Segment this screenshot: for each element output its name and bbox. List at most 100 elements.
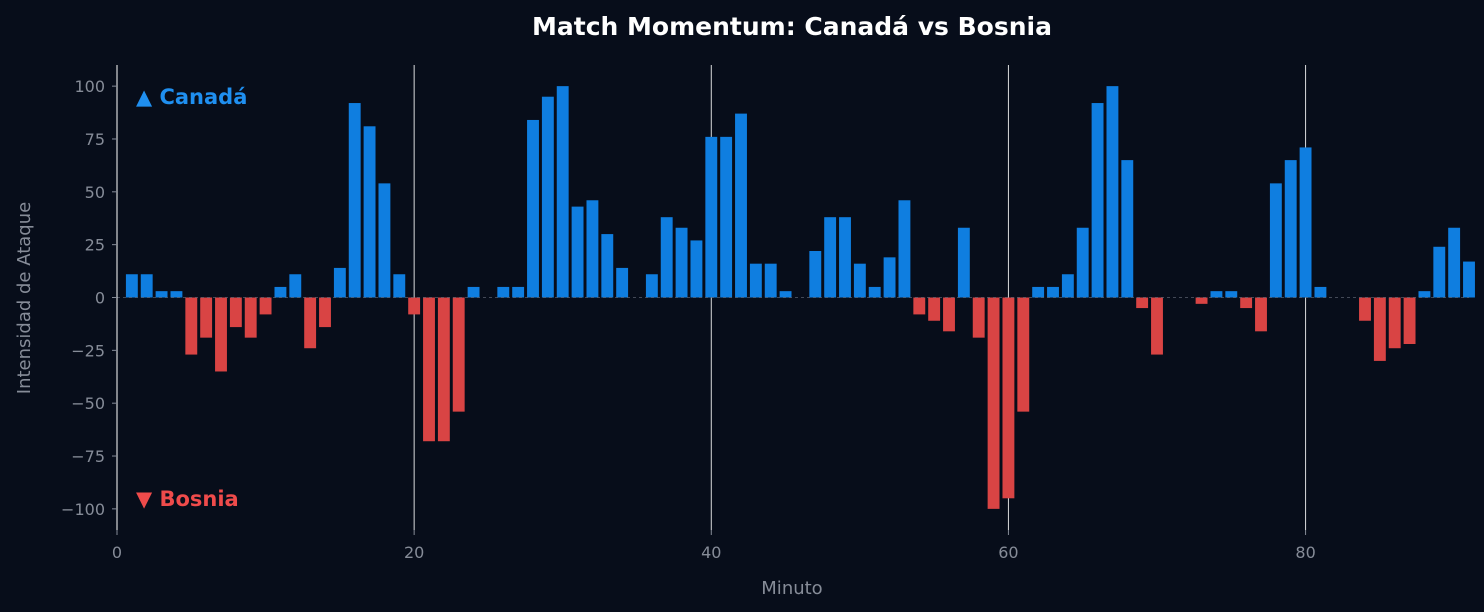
bar-minute-37 bbox=[660, 217, 673, 298]
bar-minute-63 bbox=[1047, 286, 1059, 298]
y-tick-label: −75 bbox=[71, 447, 105, 466]
bar-minute-13 bbox=[304, 297, 317, 349]
bar-minute-27 bbox=[512, 286, 525, 298]
bar-minute-88 bbox=[1418, 291, 1431, 298]
bar-minute-47 bbox=[809, 251, 822, 298]
bar-minute-43 bbox=[749, 263, 762, 298]
x-tick-label: 60 bbox=[998, 543, 1018, 562]
bar-minute-61 bbox=[1017, 297, 1030, 412]
chart-title: Match Momentum: Canadá vs Bosnia bbox=[532, 12, 1052, 41]
y-tick-label: 50 bbox=[85, 183, 105, 202]
bar-minute-50 bbox=[853, 263, 866, 298]
bar-minute-60 bbox=[1002, 297, 1015, 499]
bosnia-label: ▼ Bosnia bbox=[136, 487, 239, 511]
x-tick-labels: 0 20 40 60 80 bbox=[112, 530, 1316, 562]
y-tick-label: 0 bbox=[95, 289, 105, 308]
bar-minute-74 bbox=[1210, 291, 1223, 298]
bar-minute-21 bbox=[423, 297, 435, 442]
bar-minute-78 bbox=[1269, 183, 1282, 298]
bar-minute-51 bbox=[868, 286, 881, 298]
bar-minute-55 bbox=[928, 297, 941, 321]
bar-minute-73 bbox=[1195, 297, 1208, 304]
bar-minute-68 bbox=[1121, 160, 1134, 298]
bar-minute-24 bbox=[467, 286, 480, 298]
y-tick-label: −25 bbox=[71, 341, 105, 360]
bar-minute-15 bbox=[333, 267, 346, 298]
bar-minute-33 bbox=[601, 234, 614, 298]
bar-minute-91 bbox=[1463, 261, 1475, 298]
bar-minute-79 bbox=[1284, 160, 1297, 298]
bar-minute-22 bbox=[437, 297, 450, 442]
y-tick-labels: 100 75 50 25 0 −25 −50 −75 −100 bbox=[61, 77, 117, 519]
bar-minute-85 bbox=[1373, 297, 1386, 361]
bar-minute-1 bbox=[125, 274, 138, 298]
bar-minute-57 bbox=[957, 227, 970, 298]
bar-minute-17 bbox=[363, 126, 376, 298]
bar-minute-19 bbox=[393, 274, 406, 298]
bar-series bbox=[125, 86, 1475, 509]
y-tick-label: −50 bbox=[71, 394, 105, 413]
bar-minute-65 bbox=[1076, 227, 1089, 298]
bar-minute-52 bbox=[883, 257, 896, 298]
bar-minute-34 bbox=[616, 267, 629, 298]
bar-minute-53 bbox=[898, 200, 911, 298]
bar-minute-5 bbox=[185, 297, 198, 355]
bar-minute-23 bbox=[452, 297, 465, 412]
bar-minute-2 bbox=[140, 274, 153, 298]
bar-minute-75 bbox=[1225, 291, 1238, 298]
bar-minute-62 bbox=[1032, 286, 1045, 298]
bar-minute-69 bbox=[1136, 297, 1149, 309]
canada-label: ▲ Canadá bbox=[136, 85, 247, 109]
bar-minute-40 bbox=[705, 136, 718, 298]
bar-minute-58 bbox=[972, 297, 985, 338]
bar-minute-89 bbox=[1433, 246, 1446, 298]
bar-minute-49 bbox=[839, 217, 851, 298]
bar-minute-12 bbox=[289, 274, 302, 298]
bar-minute-67 bbox=[1106, 86, 1119, 298]
bar-minute-41 bbox=[720, 136, 733, 298]
bar-minute-26 bbox=[497, 286, 510, 298]
x-tick-label: 20 bbox=[404, 543, 424, 562]
bar-minute-86 bbox=[1388, 297, 1401, 349]
bar-minute-18 bbox=[378, 183, 391, 298]
bar-minute-56 bbox=[943, 297, 955, 332]
bar-minute-80 bbox=[1299, 147, 1312, 298]
y-tick-label: 100 bbox=[74, 77, 105, 96]
bar-minute-11 bbox=[274, 286, 287, 298]
bar-minute-77 bbox=[1255, 297, 1267, 332]
bar-minute-16 bbox=[348, 103, 361, 298]
bar-minute-44 bbox=[764, 263, 777, 298]
bar-minute-45 bbox=[779, 291, 792, 298]
bar-minute-81 bbox=[1314, 286, 1327, 298]
bar-minute-84 bbox=[1359, 297, 1371, 321]
bar-minute-4 bbox=[170, 291, 183, 298]
bar-minute-39 bbox=[690, 240, 703, 298]
y-tick-label: 75 bbox=[85, 130, 105, 149]
bar-minute-14 bbox=[319, 297, 331, 328]
x-tick-label: 0 bbox=[112, 543, 122, 562]
x-tick-label: 80 bbox=[1295, 543, 1315, 562]
bar-minute-31 bbox=[571, 206, 584, 298]
bar-minute-87 bbox=[1403, 297, 1416, 344]
bar-minute-59 bbox=[987, 297, 1000, 509]
y-tick-label: 25 bbox=[85, 236, 105, 255]
bar-minute-76 bbox=[1240, 297, 1253, 309]
bar-minute-48 bbox=[824, 217, 837, 298]
bar-minute-20 bbox=[408, 297, 421, 315]
bar-minute-28 bbox=[527, 119, 539, 298]
bar-minute-42 bbox=[735, 113, 747, 298]
y-tick-label: −100 bbox=[61, 500, 105, 519]
bar-minute-90 bbox=[1448, 227, 1461, 298]
x-tick-label: 40 bbox=[701, 543, 721, 562]
bar-minute-9 bbox=[244, 297, 257, 338]
bar-minute-3 bbox=[155, 291, 168, 298]
bar-minute-10 bbox=[259, 297, 272, 315]
bar-minute-36 bbox=[645, 274, 658, 298]
bar-minute-54 bbox=[913, 297, 926, 315]
bar-minute-6 bbox=[200, 297, 213, 338]
y-axis-label: Intensidad de Ataque bbox=[14, 202, 35, 394]
x-axis-label: Minuto bbox=[761, 578, 822, 599]
bar-minute-8 bbox=[229, 297, 242, 328]
bar-minute-38 bbox=[675, 227, 688, 298]
